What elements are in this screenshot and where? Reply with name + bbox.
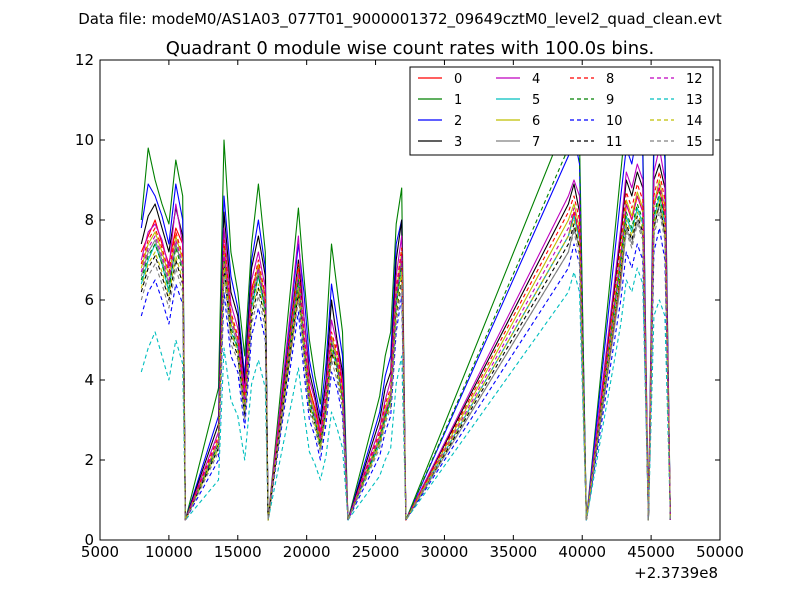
series-line-13 [140, 267, 671, 521]
series-line-8 [140, 171, 671, 521]
x-offset-label: +2.3739e8 [634, 564, 718, 582]
legend-label-4: 4 [532, 72, 540, 87]
legend-label-7: 7 [532, 135, 540, 150]
legend-label-0: 0 [454, 72, 462, 87]
legend-label-3: 3 [454, 135, 462, 150]
series-line-10 [140, 227, 671, 521]
x-tick-label: 50000 [696, 543, 744, 561]
series-line-14 [140, 199, 671, 521]
axes-layer: 5000 10000 15000 20000 25000 30000 35000 40000 4… [75, 51, 744, 561]
series-line-15 [140, 211, 671, 521]
x-tick-label: 30000 [421, 543, 469, 561]
y-tick-label: 10 [75, 131, 94, 149]
legend-label-8: 8 [606, 72, 614, 87]
legend-label-6: 6 [532, 114, 540, 129]
y-tick-label: 0 [84, 531, 94, 549]
series-line-9 [140, 131, 671, 521]
x-tick-label: 45000 [627, 543, 675, 561]
y-tick-label: 8 [84, 211, 94, 229]
y-tick-label: 12 [75, 51, 94, 69]
x-tick-label: 25000 [352, 543, 400, 561]
y-tick-label: 6 [84, 291, 94, 309]
legend-label-5: 5 [532, 93, 540, 108]
legend-label-1: 1 [454, 93, 462, 108]
x-tick-label: 10000 [145, 543, 193, 561]
x-tick-label: 35000 [489, 543, 537, 561]
y-tick-label: 4 [84, 371, 94, 389]
x-tick-label: 5000 [81, 543, 119, 561]
series-layer [140, 87, 671, 521]
figure-suptitle: Data file: modeM0/AS1A03_077T01_90000013… [78, 10, 722, 29]
series-line-12 [140, 183, 671, 521]
legend-label-12: 12 [686, 72, 703, 87]
x-tick-label: 40000 [558, 543, 606, 561]
y-tick-label: 2 [84, 451, 94, 469]
legend-label-2: 2 [454, 114, 462, 129]
series-line-3 [140, 163, 671, 521]
series-line-11 [140, 203, 671, 521]
x-tick-label: 20000 [283, 543, 331, 561]
legend-label-10: 10 [606, 114, 623, 129]
legend-label-13: 13 [686, 93, 703, 108]
legend-label-14: 14 [686, 114, 703, 129]
x-tick-label: 15000 [214, 543, 262, 561]
legend-label-15: 15 [686, 135, 703, 150]
series-line-4 [140, 147, 671, 521]
legend-label-11: 11 [606, 135, 623, 150]
plot-frame [99, 59, 721, 541]
chart-title: Quadrant 0 module wise count rates with … [166, 38, 655, 59]
legend-label-9: 9 [606, 93, 614, 108]
legend-box [409, 66, 714, 156]
